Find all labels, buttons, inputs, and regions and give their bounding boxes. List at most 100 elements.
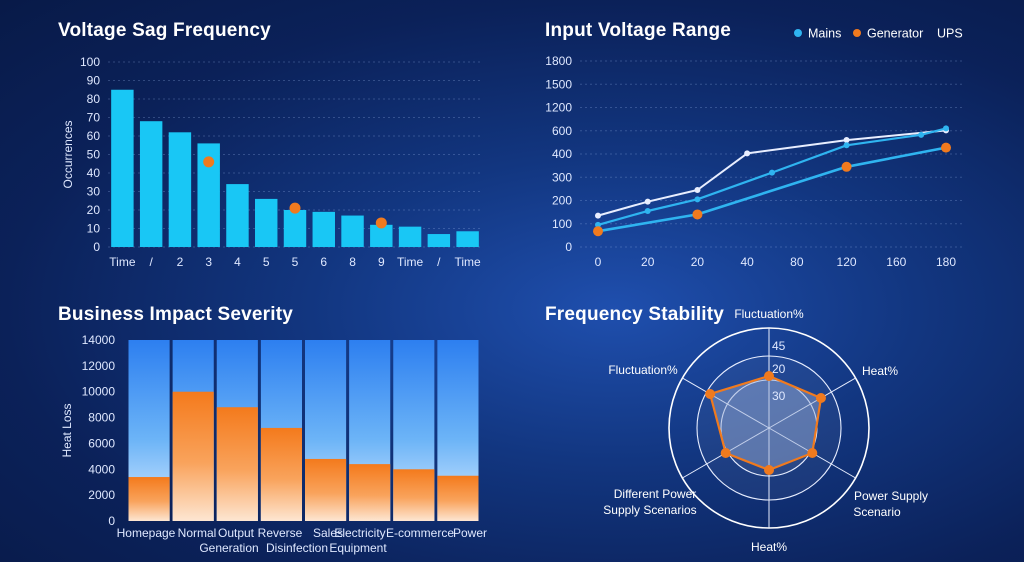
voltage-point [644,198,651,205]
impact-y-tick: 2000 [88,488,115,502]
voltage-y-tick: 100 [552,217,572,231]
radar-ring-label: 20 [772,362,786,376]
impact-panel: Business Impact Severity 0 2000 4000 6000 80… [60,333,488,555]
voltage-y-tick: 200 [552,194,572,208]
impact-bar [172,391,214,521]
sag-y-tick: 10 [87,222,101,236]
voltage-x-tick: 180 [936,255,956,269]
radar-ring-label: 45 [772,339,786,353]
radar-point [705,389,716,399]
voltage-point [595,212,601,219]
voltage-title: Input Voltage Range [545,20,732,41]
sag-bar [111,89,134,247]
voltage-y-tick: 1200 [545,101,572,115]
sag-x-tick: 3 [205,255,212,269]
voltage-y-tick: 400 [552,147,572,161]
sag-x-tick: 6 [320,255,327,269]
voltage-point [943,125,949,132]
impact-x-tick: Homepage [117,526,176,540]
impact-y-tick: 12000 [82,359,116,373]
sag-marker [289,202,301,214]
sag-y-tick: 30 [87,185,101,199]
sag-bar [427,234,451,247]
impact-x-tick: E-commerce [386,526,454,540]
sag-x-tick: 5 [292,255,299,269]
voltage-x-tick: 160 [886,255,906,269]
voltage-point [593,226,603,237]
sag-x-tick: Time [397,255,424,269]
voltage-x-tick: 20 [691,255,705,269]
sag-y-tick: 90 [87,74,101,88]
radar-axis-label-line2: Supply Scenarios [603,503,696,517]
impact-bar [305,458,347,521]
sag-x-tick: 5 [263,255,270,269]
voltage-x-tick: 40 [740,255,754,269]
impact-y-tick: 10000 [82,385,116,399]
voltage-point [694,187,701,194]
voltage-legend-label: Mains [808,27,841,41]
sag-bar [255,198,278,247]
voltage-x-tick: 80 [790,255,804,269]
sag-chart: 0 10 20 30 40 50 60 70 80 90 100 Occurrences Time / 2 3… [61,55,482,269]
sag-bar [139,121,163,247]
impact-bar [216,407,258,521]
radar-axis-label: Different Power [614,487,696,501]
sag-x-tick: 2 [177,255,184,269]
sag-bar [312,211,335,247]
voltage-y-tick: 0 [565,240,572,254]
impact-x-tick: Normal [178,526,217,540]
radar-spoke [682,377,770,429]
sag-x-tick: Time [109,255,136,269]
impact-y-tick: 0 [108,514,115,528]
voltage-x-tick: 120 [837,255,857,269]
impact-chart: 0 2000 4000 6000 8000 10000 12000 14000 Heat Los… [60,333,487,555]
radar-point [815,393,826,403]
radar-axis-label: Power Supply [854,489,928,503]
sag-x-tick: 4 [234,255,241,269]
impact-bar [128,477,170,521]
sag-bar [456,231,479,247]
voltage-legend-marker [794,29,802,37]
impact-y-tick: 6000 [88,436,115,450]
sag-y-tick: 60 [87,129,101,143]
sag-y-tick: 0 [93,240,100,254]
radar-point [764,465,774,475]
voltage-panel: Input Voltage Range 0 100 200 300 400 600 1200… [545,20,965,269]
impact-x-tick: Power [453,526,487,540]
sag-bar [168,132,192,247]
voltage-chart: 0 100 200 300 400 600 1200 1500 1800 0 20 20 40 80 120… [545,27,965,269]
impact-x-tick: Output [218,526,255,540]
radar-axis-label: Fluctuation% [734,307,804,321]
voltage-legend-label: UPS [937,27,963,41]
sag-x-tick: / [437,255,441,269]
sag-marker [375,217,387,229]
impact-x-sublabel: Generation [199,541,258,555]
sag-x-tick: 9 [378,255,385,269]
sag-y-tick: 20 [87,203,101,217]
voltage-point [941,142,951,153]
sag-y-tick: 80 [87,92,101,106]
sag-bar [341,215,364,247]
voltage-y-tick: 600 [552,124,572,138]
sag-x-tick: / [149,255,153,269]
radar-point [807,448,818,458]
sag-bar [226,184,249,247]
voltage-series-line [597,146,947,233]
radar-point [720,448,731,458]
impact-x-sublabel: Equipment [329,541,387,555]
radar-ring-label: 30 [772,389,786,403]
voltage-x-tick: 0 [595,255,602,269]
impact-y-tick: 4000 [88,462,115,476]
voltage-point [595,221,601,228]
voltage-point [841,161,852,172]
impact-y-axis-title: Heat Loss [60,403,74,457]
voltage-legend-label: Generator [867,27,923,41]
voltage-y-tick: 1800 [545,54,572,68]
voltage-point [694,196,701,203]
voltage-point [744,150,751,157]
impact-bar [260,427,302,521]
sag-x-tick: 8 [349,255,356,269]
sag-y-tick: 100 [80,55,100,69]
sag-y-tick: 40 [87,166,101,180]
